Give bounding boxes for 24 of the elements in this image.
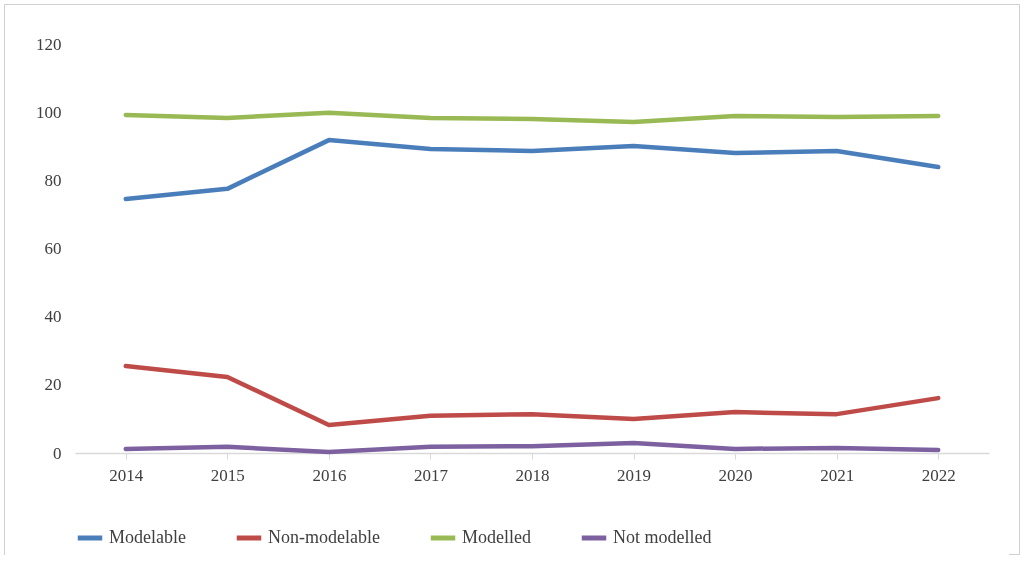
line-series [123, 137, 941, 202]
y-tick-label: 60 [44, 239, 62, 258]
x-tick-label: 2015 [210, 465, 245, 485]
y-tick-label: 20 [44, 375, 62, 395]
y-tick-label: 120 [36, 34, 62, 54]
x-tick-label: 2021 [820, 465, 855, 485]
x-tick-label: 2018 [515, 465, 550, 485]
legend-label: Non-modelable [268, 527, 380, 547]
legend-label: Not modelled [613, 527, 712, 547]
line-series [123, 110, 941, 125]
x-tick-label: 2016 [312, 465, 347, 485]
y-tick-label: 0 [53, 443, 62, 463]
x-tick-label: 2019 [617, 465, 652, 485]
line-series [123, 440, 941, 455]
y-tick-label: 80 [44, 170, 62, 190]
x-tick-label: 2020 [718, 465, 753, 485]
x-tick-label: 2022 [921, 465, 956, 485]
legend-label: Modelable [109, 527, 186, 547]
legend-label: Modelled [462, 527, 531, 547]
y-tick-label: 40 [44, 307, 62, 327]
x-tick-label: 2014 [109, 465, 144, 485]
line-series [123, 363, 941, 428]
x-tick-label: 2017 [413, 465, 449, 485]
y-tick-label: 100 [36, 102, 62, 122]
